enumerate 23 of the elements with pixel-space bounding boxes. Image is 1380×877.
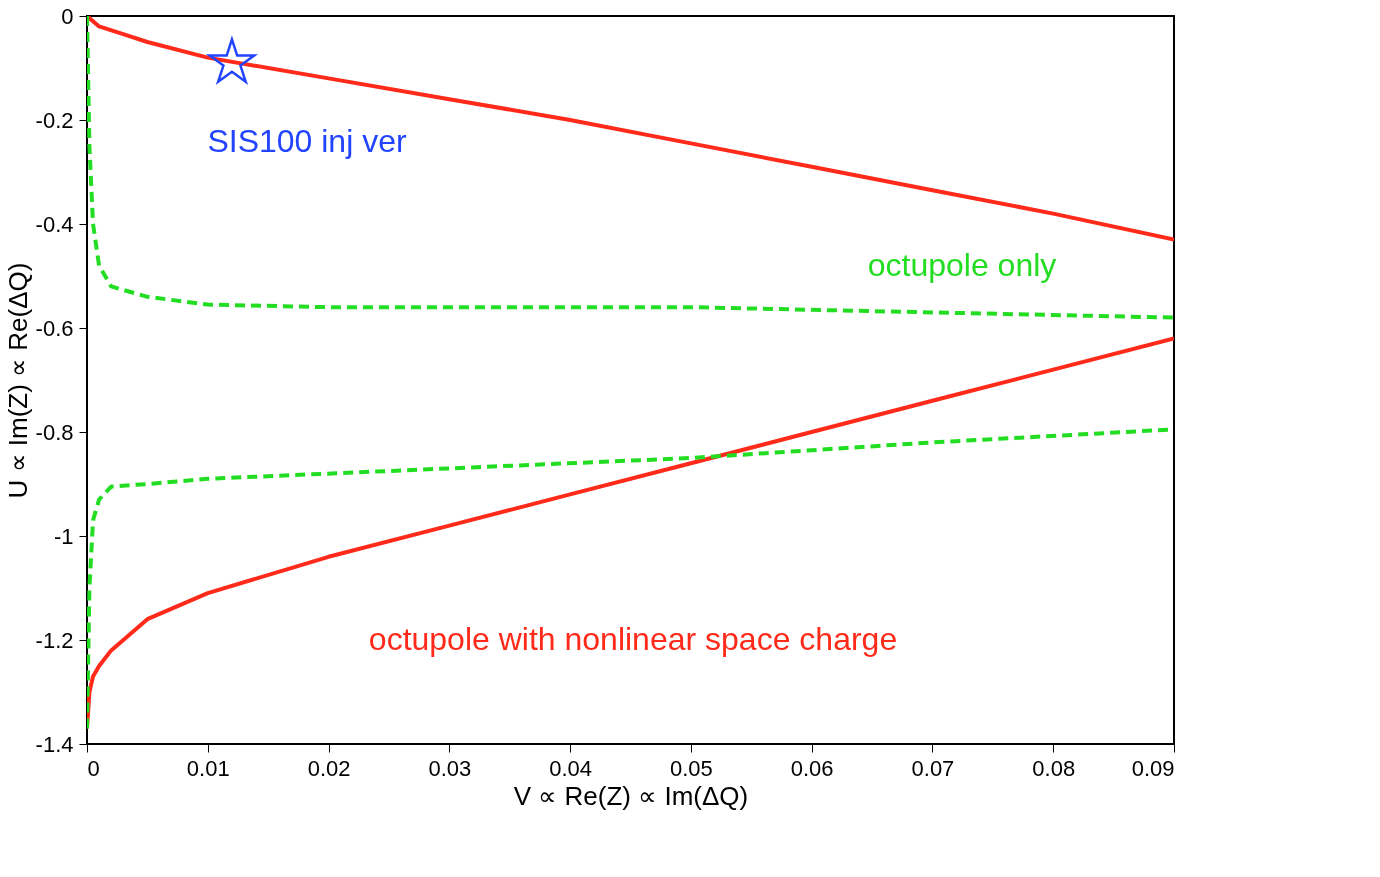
y-axis-title: U ∝ Im(Z) ∝ Re(ΔQ) [2, 262, 33, 499]
x-tick-label: 0.03 [428, 755, 472, 781]
x-tick-label: 0.04 [549, 755, 593, 781]
x-tick-label: 0.08 [1032, 755, 1076, 781]
x-tick-label: 0 [87, 755, 100, 781]
y-tick-label: -0.2 [35, 107, 74, 133]
x-tick-label: 0.06 [790, 755, 834, 781]
y-tick-label: -0.8 [35, 419, 74, 445]
series-label: SIS100 inj ver [207, 123, 407, 159]
y-tick-label: -1.2 [35, 627, 74, 653]
y-tick-label: 0 [61, 3, 74, 29]
x-tick-label: 0.07 [911, 755, 955, 781]
x-tick-label: 0.09 [1131, 755, 1175, 781]
series-label: octupole only [867, 247, 1057, 283]
x-axis-title: V ∝ Re(Z) ∝ Im(ΔQ) [513, 780, 749, 811]
x-tick-label: 0.02 [307, 755, 351, 781]
y-tick-label: -1.4 [35, 731, 74, 757]
x-tick-label: 0.05 [669, 755, 713, 781]
text: octupole with nonlinear space charge [368, 621, 898, 657]
y-tick-label: -1 [53, 523, 74, 549]
y-tick-label: -0.6 [35, 315, 74, 341]
y-tick-label: -0.4 [35, 211, 74, 237]
x-tick-label: 0.01 [186, 755, 230, 781]
